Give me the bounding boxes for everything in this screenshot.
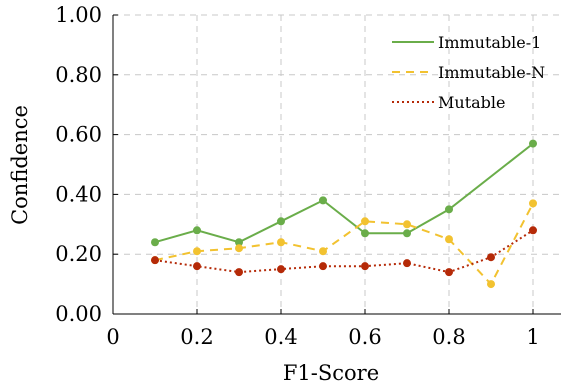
data-point-immutable-1-4: [319, 196, 327, 205]
data-point-immutable-n-2: [235, 244, 243, 253]
x-axis-title: F1-Score: [283, 361, 379, 385]
x-tick-label-0: 0: [106, 325, 119, 349]
data-point-immutable-n-9: [529, 199, 537, 208]
y-tick-label-0: 0.00: [55, 302, 102, 326]
data-point-mutable-4: [319, 262, 327, 271]
y-tick-label-1: 0.20: [55, 242, 102, 266]
y-tick-label-2: 0.40: [55, 182, 102, 206]
x-tick-label-4: 0.8: [432, 325, 465, 349]
data-point-mutable-2: [235, 268, 243, 277]
legend-label-0: Immutable-1: [438, 33, 541, 52]
data-point-mutable-5: [361, 262, 369, 271]
data-point-immutable-n-5: [361, 217, 369, 226]
x-tick-label-2: 0.4: [264, 325, 297, 349]
data-point-immutable-n-1: [193, 247, 201, 256]
data-point-immutable-n-3: [277, 238, 285, 247]
series-line-mutable: [154, 229, 534, 274]
x-tick-label-1: 0.2: [180, 325, 213, 349]
data-point-immutable-1-0: [151, 238, 159, 247]
legend-label-2: Mutable: [438, 93, 505, 112]
data-point-immutable-n-8: [487, 280, 495, 289]
data-point-immutable-1-7: [445, 205, 453, 214]
data-point-immutable-1-8: [529, 139, 537, 148]
data-point-immutable-1-6: [403, 229, 411, 238]
data-point-immutable-n-7: [445, 235, 453, 244]
x-tick-label-3: 0.6: [348, 325, 381, 349]
y-tick-label-3: 0.60: [55, 123, 102, 147]
series-line-immutable-1: [154, 142, 534, 244]
data-point-immutable-1-5: [361, 229, 369, 238]
axes: [112, 14, 561, 315]
legend-label-1: Immutable-N: [438, 63, 545, 82]
data-point-mutable-0: [151, 256, 159, 265]
data-point-mutable-9: [529, 226, 537, 235]
tick-labels: 0 0.2 0.4 0.6 0.8 1 0.00 0.20 0.40 0.60 0.80 1.00: [55, 3, 539, 349]
y-axis-title: Confidence: [8, 105, 32, 225]
y-tick-label-4: 0.80: [55, 63, 102, 87]
data-point-immutable-n-6: [403, 220, 411, 229]
y-tick-label-5: 1.00: [55, 3, 102, 27]
data-point-mutable-6: [403, 259, 411, 268]
series-line-immutable-n: [154, 202, 534, 286]
data-point-mutable-3: [277, 265, 285, 274]
series-layer: [151, 139, 537, 289]
data-point-mutable-8: [487, 253, 495, 262]
data-point-mutable-1: [193, 262, 201, 271]
x-tick-label-5: 1: [526, 325, 539, 349]
data-point-immutable-1-2: [235, 238, 243, 247]
legend: Immutable-1 Immutable-N Mutable: [392, 33, 545, 112]
data-point-immutable-1-1: [193, 226, 201, 235]
data-point-immutable-1-3: [277, 217, 285, 226]
data-point-mutable-7: [445, 268, 453, 277]
grid: [113, 14, 561, 314]
data-point-immutable-n-4: [319, 247, 327, 256]
